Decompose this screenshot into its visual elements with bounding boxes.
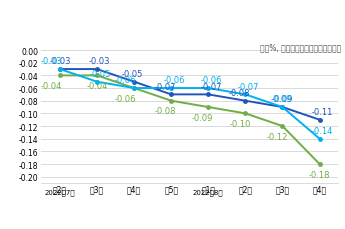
Text: -0.06: -0.06 bbox=[115, 94, 137, 103]
ソウル bbox=[206, 94, 210, 96]
Text: -0.11: -0.11 bbox=[312, 108, 333, 117]
Text: -0.03: -0.03 bbox=[49, 57, 71, 66]
全国 bbox=[95, 81, 99, 84]
ソウル bbox=[280, 106, 285, 109]
Text: -0.04: -0.04 bbox=[86, 82, 108, 90]
首都圏 bbox=[206, 106, 210, 109]
首都圏 bbox=[95, 75, 99, 77]
Text: -0.06: -0.06 bbox=[115, 76, 137, 85]
首都圏 bbox=[317, 163, 322, 166]
ソウル bbox=[169, 94, 173, 96]
首都圏 bbox=[58, 75, 62, 77]
ソウル bbox=[132, 81, 136, 84]
Text: -0.10: -0.10 bbox=[229, 119, 250, 128]
Text: -0.04: -0.04 bbox=[41, 82, 62, 90]
Text: 単位%, 前週比、出所：韓国不動産院: 単位%, 前週比、出所：韓国不動産院 bbox=[260, 44, 342, 52]
全国 bbox=[206, 87, 210, 90]
Text: -0.07: -0.07 bbox=[200, 82, 222, 91]
ソウル bbox=[243, 100, 247, 103]
首都圏 bbox=[169, 100, 173, 103]
ソウル bbox=[317, 119, 322, 122]
全国 bbox=[58, 68, 62, 71]
全国 bbox=[280, 106, 285, 109]
Text: -0.05: -0.05 bbox=[122, 70, 144, 79]
Text: -0.09: -0.09 bbox=[192, 113, 214, 122]
Text: 2022年7月: 2022年7月 bbox=[45, 188, 75, 195]
全国 bbox=[317, 138, 322, 140]
ソウル bbox=[58, 68, 62, 71]
Text: -0.07: -0.07 bbox=[237, 82, 259, 91]
Text: -0.06: -0.06 bbox=[200, 76, 222, 85]
首都圏 bbox=[132, 87, 136, 90]
Text: 2022年8月: 2022年8月 bbox=[193, 188, 224, 195]
Text: -0.07: -0.07 bbox=[155, 82, 176, 91]
Text: -0.14: -0.14 bbox=[312, 127, 333, 136]
首都圏 bbox=[243, 112, 247, 115]
全国 bbox=[132, 87, 136, 90]
Text: -0.03: -0.03 bbox=[41, 57, 62, 66]
Text: -0.06: -0.06 bbox=[163, 76, 185, 85]
全国 bbox=[169, 87, 173, 90]
全国 bbox=[243, 94, 247, 96]
ソウル bbox=[95, 68, 99, 71]
Text: -0.18: -0.18 bbox=[309, 170, 330, 179]
首都圏 bbox=[280, 125, 285, 128]
Line: 首都圏: 首都圏 bbox=[58, 74, 321, 166]
Text: -0.08: -0.08 bbox=[155, 107, 176, 116]
Text: -0.03: -0.03 bbox=[89, 57, 110, 66]
Text: 韓国のマンション取引価格の週間変動率: 韓国のマンション取引価格の週間変動率 bbox=[100, 14, 245, 27]
Text: -0.05: -0.05 bbox=[89, 70, 110, 79]
Text: -0.12: -0.12 bbox=[266, 132, 288, 141]
Line: ソウル: ソウル bbox=[58, 68, 321, 122]
Text: -0.09: -0.09 bbox=[272, 95, 293, 104]
Text: -0.08: -0.08 bbox=[229, 89, 250, 98]
Line: 全国: 全国 bbox=[58, 68, 321, 141]
Text: -0.09: -0.09 bbox=[270, 95, 292, 104]
